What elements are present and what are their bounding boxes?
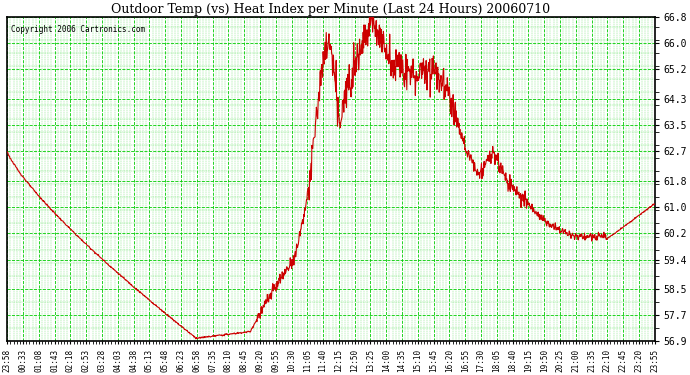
Text: Copyright 2006 Cartronics.com: Copyright 2006 Cartronics.com [10, 25, 145, 34]
Title: Outdoor Temp (vs) Heat Index per Minute (Last 24 Hours) 20060710: Outdoor Temp (vs) Heat Index per Minute … [111, 3, 551, 16]
